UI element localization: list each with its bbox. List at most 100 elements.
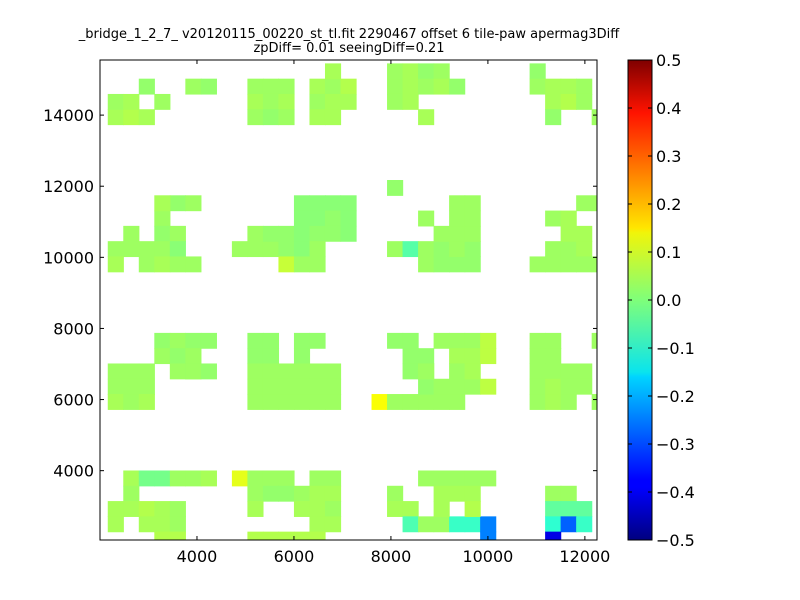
heatmap-cell bbox=[293, 256, 311, 273]
heatmap-cell bbox=[545, 109, 562, 126]
heatmap-cell bbox=[402, 78, 419, 95]
colorbar-tick-label: 0.4 bbox=[656, 99, 681, 118]
heatmap-cell bbox=[107, 256, 124, 273]
colorbar-tick-label: 0.3 bbox=[656, 147, 681, 166]
heatmap-cell bbox=[278, 363, 295, 380]
heatmap-cell bbox=[278, 109, 295, 126]
colorbar-ticks: 0.5 0.4 0.3 0.2 0.1 0.0 −0.1 −0.2 −0.3 −0.4 −0.5 bbox=[628, 51, 695, 550]
heatmap-cell bbox=[293, 394, 311, 410]
heatmap-cell bbox=[107, 109, 124, 126]
heatmap-cell bbox=[387, 78, 404, 95]
heatmap-cell bbox=[107, 93, 124, 110]
heatmap-cell bbox=[123, 241, 140, 258]
heatmap-cell bbox=[387, 501, 404, 517]
heatmap-cell bbox=[247, 363, 264, 380]
heatmap-cell bbox=[231, 241, 249, 258]
heatmap-cell bbox=[262, 332, 280, 349]
heatmap-cell bbox=[123, 501, 140, 517]
heatmap-cell bbox=[293, 225, 311, 242]
heatmap-cell bbox=[324, 78, 342, 95]
heatmap-cell bbox=[324, 485, 342, 502]
heatmap-cell bbox=[154, 256, 171, 273]
heatmap-cell bbox=[324, 378, 342, 395]
heatmap-cell bbox=[560, 394, 577, 410]
heatmap-cell bbox=[247, 470, 264, 487]
heatmap-cell bbox=[247, 332, 264, 349]
x-tick-label: 12000 bbox=[559, 547, 610, 566]
heatmap-cell bbox=[185, 332, 202, 349]
heatmap-cell bbox=[262, 348, 280, 365]
heatmap-cell bbox=[529, 256, 546, 273]
heatmap-cell bbox=[324, 63, 342, 80]
heatmap-cell bbox=[433, 394, 450, 410]
heatmap-cell bbox=[138, 378, 155, 395]
chart-title-line-1: _bridge_1_2_7_ v20120115_00220_st_tl.fit… bbox=[78, 27, 620, 42]
heatmap-cell bbox=[123, 109, 140, 126]
heatmap-cell bbox=[169, 363, 186, 380]
heatmap-cell bbox=[200, 470, 217, 487]
heatmap-cell bbox=[185, 78, 202, 95]
heatmap-cell bbox=[340, 225, 357, 242]
heatmap-cell bbox=[418, 363, 435, 380]
heatmap-cell bbox=[247, 378, 264, 395]
heatmap-cell bbox=[154, 225, 171, 242]
heatmap-cell bbox=[418, 109, 435, 126]
heatmap-cell bbox=[169, 241, 186, 258]
colorbar-tick-label: 0.5 bbox=[656, 51, 681, 70]
heatmap-cell bbox=[247, 394, 264, 410]
heatmap-cell bbox=[262, 485, 280, 502]
heatmap-cell bbox=[107, 378, 124, 395]
heatmap-cell bbox=[449, 348, 466, 365]
heatmap-cell bbox=[545, 378, 562, 395]
heatmap-cell bbox=[278, 241, 295, 258]
heatmap-cell bbox=[309, 394, 326, 410]
heatmap-cell bbox=[576, 516, 593, 533]
heatmap-cell bbox=[464, 332, 481, 349]
heatmap-cell bbox=[591, 195, 597, 212]
x-tick-label: 8000 bbox=[371, 547, 412, 566]
heatmap-cell bbox=[464, 501, 481, 517]
colorbar-tick-label: 0.2 bbox=[656, 195, 681, 214]
heatmap-cell bbox=[247, 501, 264, 517]
y-tick-label: 8000 bbox=[53, 319, 94, 338]
heatmap-cell bbox=[449, 378, 466, 395]
heatmap-cell bbox=[169, 195, 186, 212]
heatmap-cell bbox=[293, 378, 311, 395]
heatmap-cell bbox=[529, 78, 546, 95]
heatmap-cell bbox=[402, 93, 419, 110]
heatmap-cell bbox=[185, 470, 202, 487]
heatmap-cell bbox=[200, 78, 217, 95]
heatmap-cell bbox=[545, 394, 562, 410]
heatmap-cell bbox=[138, 501, 155, 517]
chart-title-line-2: zpDiff= 0.01 seeingDiff=0.21 bbox=[253, 41, 444, 56]
colorbar-tick-label: −0.3 bbox=[656, 435, 695, 454]
heatmap-cell bbox=[433, 241, 450, 258]
heatmap-cell bbox=[576, 78, 593, 95]
heatmap-cell bbox=[387, 93, 404, 110]
heatmap-cell bbox=[309, 256, 326, 273]
heatmap-cell bbox=[309, 501, 326, 517]
x-tick-label: 10000 bbox=[462, 547, 513, 566]
heatmap-cell bbox=[154, 93, 171, 110]
heatmap-cell bbox=[464, 210, 481, 227]
heatmap-cell bbox=[402, 241, 419, 258]
heatmap-cell bbox=[278, 225, 295, 242]
heatmap-cell bbox=[433, 78, 450, 95]
heatmap-cell bbox=[340, 195, 357, 212]
heatmap-cell bbox=[262, 93, 280, 110]
heatmap-cell bbox=[545, 531, 562, 540]
heatmap-cell bbox=[324, 93, 342, 110]
heatmap-cell bbox=[154, 195, 171, 212]
heatmap-cell bbox=[387, 63, 404, 80]
y-tick-label: 10000 bbox=[43, 248, 94, 267]
heatmap-cell bbox=[293, 195, 311, 212]
heatmap-cell bbox=[545, 93, 562, 110]
heatmap-cell bbox=[309, 378, 326, 395]
heatmap-cell bbox=[309, 363, 326, 380]
heatmap-cell bbox=[433, 501, 450, 517]
heatmap-cell bbox=[545, 332, 562, 349]
heatmap-cell bbox=[529, 394, 546, 410]
heatmap-cell bbox=[154, 332, 171, 349]
heatmap-cell bbox=[123, 225, 140, 242]
heatmap-cell bbox=[449, 485, 466, 502]
